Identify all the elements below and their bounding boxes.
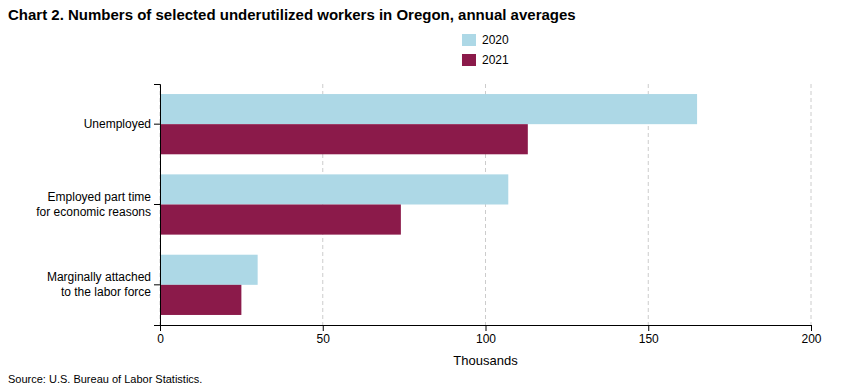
bar (160, 174, 508, 204)
x-tick-label: 200 (801, 332, 821, 346)
grid-line (811, 84, 812, 325)
legend-swatch (462, 54, 476, 66)
x-tick: 50 (317, 325, 331, 346)
y-tick-mark (154, 204, 160, 205)
x-tick-mark (323, 325, 324, 331)
x-tick-label: 100 (476, 332, 496, 346)
y-tick-label: Unemployed (84, 117, 151, 131)
y-tick-label-line: Marginally attached (47, 270, 151, 284)
legend-item: 2020 (462, 33, 509, 47)
x-axis-line (161, 326, 812, 332)
y-axis: Unemployed Employed part timefor economic… (36, 85, 160, 326)
legend-label: 2020 (482, 33, 509, 47)
x-tick-label: 0 (157, 332, 164, 346)
plot-area: 0 50 100 150 200 Unemployed Employed part time… (36, 84, 822, 346)
x-tick-label: 50 (317, 332, 331, 346)
bar (160, 205, 401, 235)
y-tick-label-line: to the labor force (61, 285, 151, 299)
legend-swatch (462, 34, 476, 46)
y-tick-mark (154, 124, 160, 125)
x-tick-mark (811, 325, 812, 331)
y-tick: Unemployed (84, 117, 160, 131)
bar (160, 94, 697, 124)
y-axis-line (154, 85, 161, 326)
chart-title: Chart 2. Numbers of selected underutiliz… (8, 6, 576, 23)
x-axis: 0 50 100 150 200 (157, 325, 822, 346)
bar (160, 255, 258, 285)
y-tick-label: Employed part timefor economic reasons (36, 190, 151, 218)
x-tick-mark (648, 325, 649, 331)
grid (160, 84, 811, 325)
annotation: Source: U.S. Bureau of Labor Statistics. (8, 373, 202, 385)
bar (160, 124, 528, 154)
y-tick-label: Marginally attachedto the labor force (47, 270, 151, 298)
y-tick-label-line: for economic reasons (36, 205, 151, 219)
bar (160, 285, 241, 315)
legend-label: 2021 (482, 53, 509, 67)
y-tick-label-line: Employed part time (48, 190, 152, 204)
x-tick-mark (486, 325, 487, 331)
x-tick: 100 (476, 325, 496, 346)
chart-svg: Chart 2. Numbers of selected underutiliz… (0, 0, 841, 391)
y-tick-mark (154, 284, 160, 285)
bars (160, 94, 697, 315)
legend: 2020 2021 (462, 33, 509, 67)
chart-container: Chart 2. Numbers of selected underutiliz… (0, 0, 841, 391)
y-tick-label-line: Unemployed (84, 117, 151, 131)
y-tick: Employed part timefor economic reasons (36, 190, 160, 218)
legend-item: 2021 (462, 53, 509, 67)
x-tick: 0 (157, 325, 164, 346)
x-tick-label: 150 (639, 332, 659, 346)
y-tick: Marginally attachedto the labor force (47, 270, 160, 298)
x-tick: 150 (639, 325, 659, 346)
x-tick: 200 (801, 325, 821, 346)
x-axis-title: Thousands (453, 353, 518, 368)
